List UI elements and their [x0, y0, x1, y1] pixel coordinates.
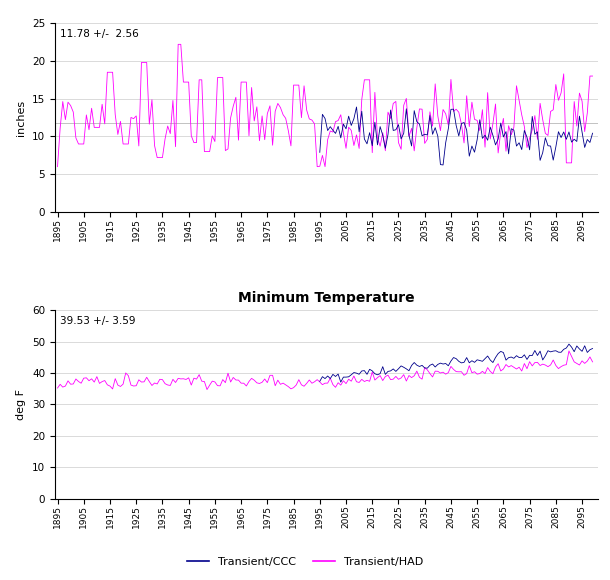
Text: 39.53 +/- 3.59: 39.53 +/- 3.59: [60, 316, 136, 326]
Title: Minimum Temperature: Minimum Temperature: [238, 291, 415, 304]
Text: 11.78 +/-  2.56: 11.78 +/- 2.56: [60, 29, 139, 39]
Legend: Transient/CCC, Transient/HAD: Transient/CCC, Transient/HAD: [182, 553, 428, 571]
Y-axis label: deg F: deg F: [16, 389, 26, 420]
Y-axis label: inches: inches: [16, 100, 26, 136]
